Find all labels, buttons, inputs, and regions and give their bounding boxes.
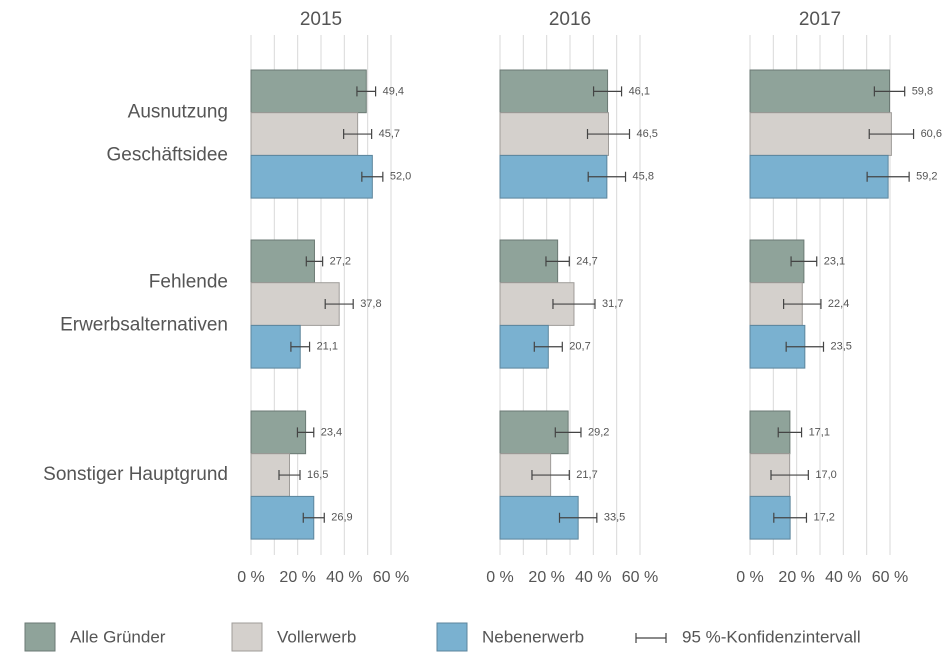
error-bar <box>343 129 373 140</box>
value-label: 29,2 <box>588 426 609 438</box>
x-tick-label: 0 % <box>736 569 764 586</box>
error-bar <box>785 341 825 352</box>
legend-error-icon <box>635 633 667 643</box>
value-label: 60,6 <box>921 128 942 140</box>
error-bar <box>558 512 598 523</box>
panel-title: 2017 <box>799 9 841 30</box>
x-tick-label: 0 % <box>486 569 514 586</box>
value-label: 16,5 <box>307 469 328 481</box>
value-label: 24,7 <box>576 255 597 267</box>
error-bar <box>587 171 627 182</box>
error-bar <box>554 427 582 438</box>
error-bar <box>531 470 570 481</box>
error-bar <box>770 470 809 481</box>
value-label: 22,4 <box>828 298 849 310</box>
error-bar <box>278 470 301 481</box>
panel-title: 2015 <box>300 9 342 30</box>
bar <box>499 69 609 114</box>
value-label: 17,2 <box>813 512 834 524</box>
category-label: Fehlende <box>149 272 228 293</box>
x-tick-label: 60 % <box>622 569 658 586</box>
legend-label: 95 %-Konfidenzintervall <box>682 627 861 646</box>
value-label: 21,7 <box>576 469 597 481</box>
value-label: 59,2 <box>916 171 937 183</box>
x-tick-label: 40 % <box>326 569 362 586</box>
error-bar <box>592 86 623 97</box>
category-label: Sonstiger Hauptgrund <box>43 464 228 485</box>
error-bar <box>866 171 910 182</box>
value-label: 26,9 <box>331 512 352 524</box>
bar <box>749 69 891 114</box>
error-bar <box>552 299 596 310</box>
legend-label: Vollerwerb <box>277 627 356 646</box>
value-label: 23,5 <box>831 341 852 353</box>
legend-label: Alle Gründer <box>70 627 166 646</box>
x-tick-label: 60 % <box>373 569 409 586</box>
x-tick-label: 0 % <box>237 569 265 586</box>
x-tick-label: 60 % <box>872 569 908 586</box>
legend-swatch <box>231 622 263 652</box>
bar <box>250 112 359 156</box>
error-bar <box>356 86 377 97</box>
x-tick-label: 40 % <box>825 569 861 586</box>
value-label: 27,2 <box>330 255 351 267</box>
error-bar <box>777 427 803 438</box>
value-label: 59,8 <box>912 85 933 97</box>
value-label: 33,5 <box>604 512 625 524</box>
error-bar <box>586 129 631 140</box>
category-label: Ausnutzung <box>128 102 228 123</box>
bar <box>250 239 315 284</box>
bar <box>749 154 889 199</box>
legend-swatch <box>24 622 56 652</box>
legend-swatch <box>436 622 468 652</box>
error-bar <box>324 299 354 310</box>
value-label: 20,7 <box>569 341 590 353</box>
error-bar <box>290 341 311 352</box>
error-bar <box>305 256 324 267</box>
legend-label: Nebenerwerb <box>482 627 584 646</box>
error-bar <box>790 256 818 267</box>
value-label: 21,1 <box>317 341 338 353</box>
value-label: 46,1 <box>629 85 650 97</box>
x-tick-label: 20 % <box>528 569 564 586</box>
bar <box>250 282 340 326</box>
value-label: 37,8 <box>360 298 381 310</box>
bar <box>749 112 892 156</box>
value-label: 17,0 <box>815 469 836 481</box>
value-label: 46,5 <box>637 128 658 140</box>
bar <box>250 69 367 114</box>
value-label: 23,4 <box>321 426 342 438</box>
category-label: Erwerbsalternativen <box>60 315 228 336</box>
category-label: Geschäftsidee <box>107 145 228 166</box>
error-bar <box>296 427 315 438</box>
value-label: 49,4 <box>383 85 404 97</box>
error-bar <box>868 129 915 140</box>
error-bar <box>873 86 906 97</box>
error-bar <box>773 512 808 523</box>
value-label: 31,7 <box>602 298 623 310</box>
value-label: 45,7 <box>379 128 400 140</box>
value-label: 45,8 <box>633 171 654 183</box>
error-bar <box>545 256 570 267</box>
error-bar <box>533 341 563 352</box>
x-tick-label: 40 % <box>575 569 611 586</box>
error-bar <box>302 512 325 523</box>
value-label: 52,0 <box>390 171 411 183</box>
error-bar <box>361 171 384 182</box>
x-tick-label: 20 % <box>279 569 315 586</box>
x-tick-label: 20 % <box>778 569 814 586</box>
error-bar <box>783 299 822 310</box>
panel-title: 2016 <box>549 9 591 30</box>
value-label: 23,1 <box>824 255 845 267</box>
value-label: 17,1 <box>809 426 830 438</box>
bar <box>250 154 373 199</box>
